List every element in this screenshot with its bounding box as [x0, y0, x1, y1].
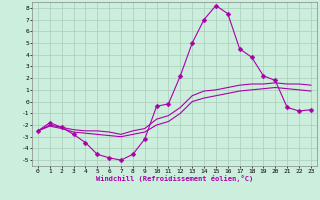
X-axis label: Windchill (Refroidissement éolien,°C): Windchill (Refroidissement éolien,°C) — [96, 175, 253, 182]
